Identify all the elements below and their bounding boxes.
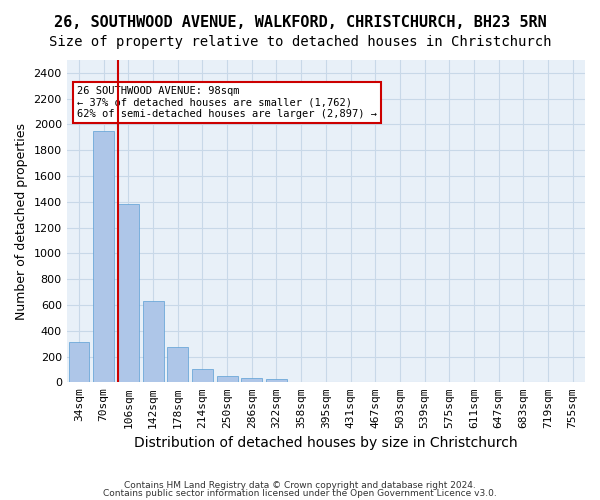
Bar [93, 131, 114, 382]
Y-axis label: Number of detached properties: Number of detached properties [15, 122, 28, 320]
Bar [217, 376, 238, 382]
Bar [192, 370, 213, 382]
Bar [68, 342, 89, 382]
Bar [241, 378, 262, 382]
Text: 26, SOUTHWOOD AVENUE, WALKFORD, CHRISTCHURCH, BH23 5RN: 26, SOUTHWOOD AVENUE, WALKFORD, CHRISTCH… [53, 15, 547, 30]
Text: 26 SOUTHWOOD AVENUE: 98sqm
← 37% of detached houses are smaller (1,762)
62% of s: 26 SOUTHWOOD AVENUE: 98sqm ← 37% of deta… [77, 86, 377, 119]
Bar [118, 204, 139, 382]
Text: Contains HM Land Registry data © Crown copyright and database right 2024.: Contains HM Land Registry data © Crown c… [124, 481, 476, 490]
Bar [167, 348, 188, 382]
Bar [143, 301, 164, 382]
X-axis label: Distribution of detached houses by size in Christchurch: Distribution of detached houses by size … [134, 436, 518, 450]
Text: Contains public sector information licensed under the Open Government Licence v3: Contains public sector information licen… [103, 488, 497, 498]
Text: Size of property relative to detached houses in Christchurch: Size of property relative to detached ho… [49, 35, 551, 49]
Bar [266, 380, 287, 382]
